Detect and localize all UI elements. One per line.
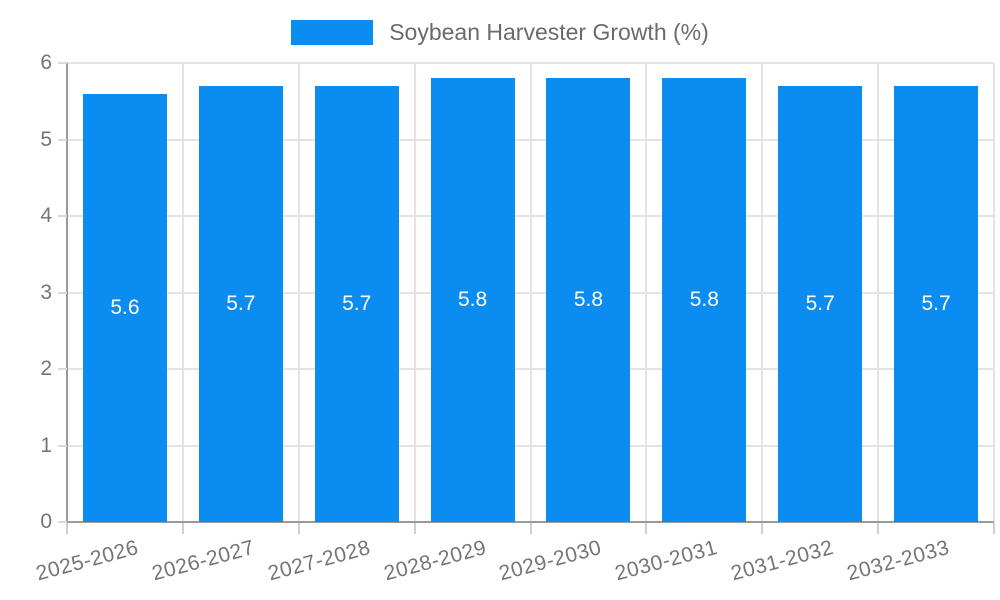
bar-value-label: 5.8 xyxy=(457,288,488,312)
bar[interactable]: 5.8 xyxy=(546,78,631,522)
bar[interactable]: 5.7 xyxy=(778,85,863,522)
bar-value-label: 5.8 xyxy=(573,288,604,312)
bar[interactable]: 5.6 xyxy=(82,93,167,522)
y-axis-tick-mark xyxy=(58,444,67,447)
x-axis-line xyxy=(66,521,994,523)
gridline-vertical xyxy=(529,63,532,522)
bar[interactable]: 5.8 xyxy=(430,78,515,522)
gridline-vertical xyxy=(645,63,648,522)
gridline-vertical xyxy=(181,63,184,522)
chart-legend[interactable]: Soybean Harvester Growth (%) xyxy=(0,16,1000,48)
legend-label[interactable]: Soybean Harvester Growth (%) xyxy=(389,18,709,45)
y-axis-tick-mark xyxy=(58,291,67,294)
gridline-vertical xyxy=(413,63,416,522)
x-axis-tick-mark xyxy=(877,523,880,534)
plot-area: 5.6 5.7 5.7 5.8 5.8 5.8 5.7 5.7 xyxy=(67,63,994,522)
bar[interactable]: 5.7 xyxy=(198,85,283,522)
legend-swatch[interactable] xyxy=(291,19,374,45)
gridline-vertical xyxy=(761,63,764,522)
bar[interactable]: 5.8 xyxy=(662,78,747,522)
bar[interactable]: 5.7 xyxy=(314,85,399,522)
bar-value-label: 5.7 xyxy=(342,291,372,315)
bar-value-label: 5.8 xyxy=(689,288,719,312)
x-axis-tick-mark xyxy=(297,523,300,534)
y-axis-tick-label: 2 xyxy=(40,357,52,380)
y-axis-tick-mark xyxy=(58,62,67,64)
gridline-vertical xyxy=(993,63,995,522)
x-axis-tick-mark xyxy=(645,523,648,534)
x-axis-tick-mark xyxy=(529,523,532,534)
y-axis-tick-label: 0 xyxy=(40,510,52,533)
y-axis-tick-label: 4 xyxy=(40,204,52,227)
y-axis-tick-label: 1 xyxy=(40,433,52,457)
gridline-vertical xyxy=(297,63,300,522)
gridline-vertical xyxy=(877,63,880,522)
bar-value-label: 5.7 xyxy=(805,291,835,315)
x-axis-tick-mark xyxy=(413,523,416,534)
y-axis-tick-label: 3 xyxy=(40,280,52,304)
x-axis-tick-mark xyxy=(66,523,68,534)
y-axis-tick-label: 6 xyxy=(40,51,52,74)
y-axis-tick-mark xyxy=(58,215,67,217)
y-axis-tick-mark xyxy=(58,521,67,523)
x-axis-tick-mark xyxy=(181,523,184,534)
bar-value-label: 5.6 xyxy=(110,295,140,319)
bar[interactable]: 5.7 xyxy=(894,85,979,522)
x-axis-tick-mark xyxy=(761,523,764,534)
y-axis-tick-mark xyxy=(58,138,67,141)
y-axis-line xyxy=(66,63,68,524)
y-axis-tick-label: 5 xyxy=(40,127,52,151)
bar-value-label: 5.7 xyxy=(226,291,256,315)
x-axis-tick-mark xyxy=(993,523,995,534)
y-axis-tick-mark xyxy=(58,368,67,370)
bar-value-label: 5.7 xyxy=(921,291,951,315)
